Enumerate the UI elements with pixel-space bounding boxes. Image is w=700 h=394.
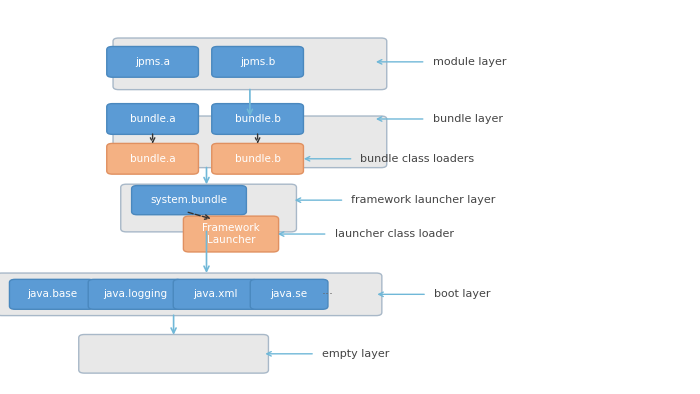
Text: java.se: java.se	[270, 289, 308, 299]
Text: framework launcher layer: framework launcher layer	[351, 195, 496, 205]
FancyBboxPatch shape	[106, 143, 199, 174]
Text: bundle.a: bundle.a	[130, 154, 176, 164]
FancyBboxPatch shape	[174, 279, 258, 309]
FancyBboxPatch shape	[211, 143, 304, 174]
FancyBboxPatch shape	[113, 38, 386, 90]
Text: boot layer: boot layer	[434, 289, 491, 299]
Text: bundle layer: bundle layer	[433, 114, 503, 124]
FancyBboxPatch shape	[106, 104, 199, 134]
FancyBboxPatch shape	[0, 273, 382, 316]
Text: launcher class loader: launcher class loader	[335, 229, 454, 239]
Text: Framework
Launcher: Framework Launcher	[202, 223, 260, 245]
Text: java.base: java.base	[27, 289, 77, 299]
FancyBboxPatch shape	[120, 184, 297, 232]
Text: system.bundle: system.bundle	[150, 195, 228, 205]
Text: java.xml: java.xml	[193, 289, 238, 299]
FancyBboxPatch shape	[211, 104, 304, 134]
Text: bundle.b: bundle.b	[234, 154, 281, 164]
FancyBboxPatch shape	[183, 216, 279, 252]
FancyBboxPatch shape	[132, 186, 246, 215]
Text: jpms.b: jpms.b	[240, 57, 275, 67]
Text: java.logging: java.logging	[103, 289, 167, 299]
Text: ···: ···	[321, 288, 334, 301]
FancyBboxPatch shape	[78, 335, 269, 373]
Text: bundle.b: bundle.b	[234, 114, 281, 124]
FancyBboxPatch shape	[113, 116, 386, 168]
FancyBboxPatch shape	[211, 46, 304, 77]
Text: bundle class loaders: bundle class loaders	[360, 154, 475, 164]
FancyBboxPatch shape	[88, 279, 182, 309]
FancyBboxPatch shape	[251, 279, 328, 309]
Text: bundle.a: bundle.a	[130, 114, 176, 124]
Text: empty layer: empty layer	[322, 349, 389, 359]
Text: jpms.a: jpms.a	[135, 57, 170, 67]
Text: module layer: module layer	[433, 57, 506, 67]
FancyBboxPatch shape	[9, 279, 94, 309]
FancyBboxPatch shape	[106, 46, 199, 77]
